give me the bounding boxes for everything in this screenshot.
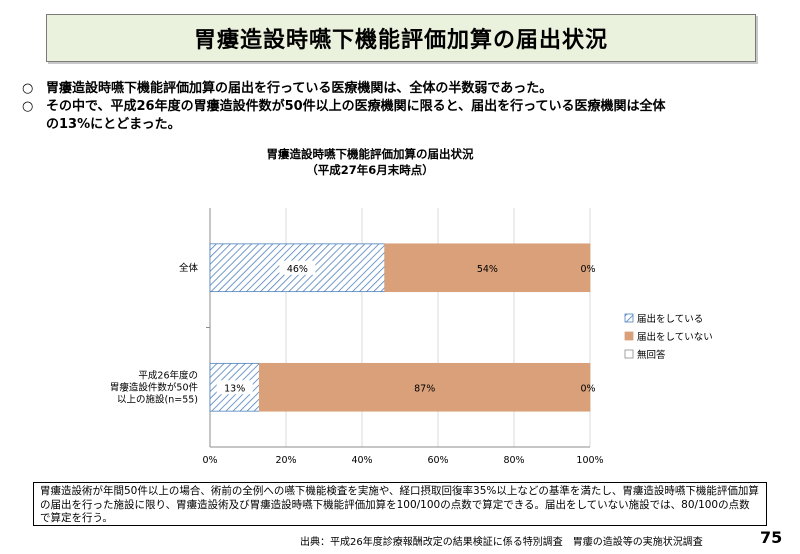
legend-swatch — [624, 331, 634, 341]
source-citation: 出典：平成26年度診療報酬改定の結果検証に係る特別調査 胃瘻の造設等の実施状況調… — [300, 537, 703, 548]
bar-segment — [384, 243, 591, 293]
data-label: 46% — [287, 264, 308, 275]
footnote-box: 胃瘻造設術が年間50件以上の場合、術前の全例への嚥下機能検査を実施や、経口摂取回… — [33, 482, 767, 526]
bullet-mark: ○ — [22, 81, 34, 96]
data-label: 54% — [477, 264, 498, 275]
legend-label: 届出をしていない — [637, 331, 713, 343]
bullet-text: その中で、平成26年度の胃瘻造設件数が50件以上の医療機関に限ると、届出を行って… — [46, 99, 666, 114]
stacked-bar-chart: 0% 20% 40% 60% 80% 100% 46% 54% 0% 全体 13% 87% 0% 平成26… — [110, 208, 713, 466]
bullet-mark: ○ — [22, 99, 34, 114]
category-label: 平成26年度の — [138, 369, 198, 381]
data-label: 0% — [580, 383, 595, 394]
bullet-2: ○ その中で、平成26年度の胃瘻造設件数が50件以上の医療機関に限ると、届出を行… — [22, 98, 782, 116]
x-tick-label: 20% — [275, 455, 296, 466]
legend-label: 届出をしている — [637, 313, 703, 325]
bullet-1: ○ 胃瘻造設時嚥下機能評価加算の届出を行っている医療機関は、全体の半数弱であった… — [22, 80, 782, 98]
chart-title-block: 胃瘻造設時嚥下機能評価加算の届出状況 （平成27年6月末時点） — [200, 146, 540, 178]
data-label: 0% — [580, 264, 595, 275]
legend-swatch — [624, 349, 634, 359]
bullet-text: 胃瘻造設時嚥下機能評価加算の届出を行っている医療機関は、全体の半数弱であった。 — [46, 81, 553, 96]
category-label: 以上の施設(n=55) — [117, 393, 198, 405]
x-tick-label: 60% — [427, 455, 448, 466]
category-label: 胃瘻造設件数が50件 — [110, 381, 199, 393]
x-tick-label: 0% — [202, 455, 217, 466]
bar-segment — [258, 362, 591, 412]
data-label-bg — [279, 260, 316, 275]
data-label: 13% — [224, 383, 245, 394]
x-tick-label: 100% — [576, 455, 603, 466]
bullet-2-continuation: の13%にとどまった。 — [46, 117, 181, 132]
legend-label: 無回答 — [637, 349, 666, 361]
data-label-bg — [216, 380, 253, 395]
x-tick-label: 40% — [351, 455, 372, 466]
page-number: 75 — [760, 528, 783, 547]
legend-swatch — [624, 313, 634, 323]
summary-bullets: ○ 胃瘻造設時嚥下機能評価加算の届出を行っている医療機関は、全体の半数弱であった… — [22, 80, 782, 134]
category-label: 全体 — [179, 262, 199, 274]
chart-title: 胃瘻造設時嚥下機能評価加算の届出状況 — [266, 147, 474, 161]
data-label: 87% — [414, 383, 435, 394]
x-tick-label: 80% — [503, 455, 524, 466]
chart-subtitle: （平成27年6月末時点） — [306, 163, 434, 177]
slide-title: 胃瘻造設時嚥下機能評価加算の届出状況 — [46, 14, 756, 62]
